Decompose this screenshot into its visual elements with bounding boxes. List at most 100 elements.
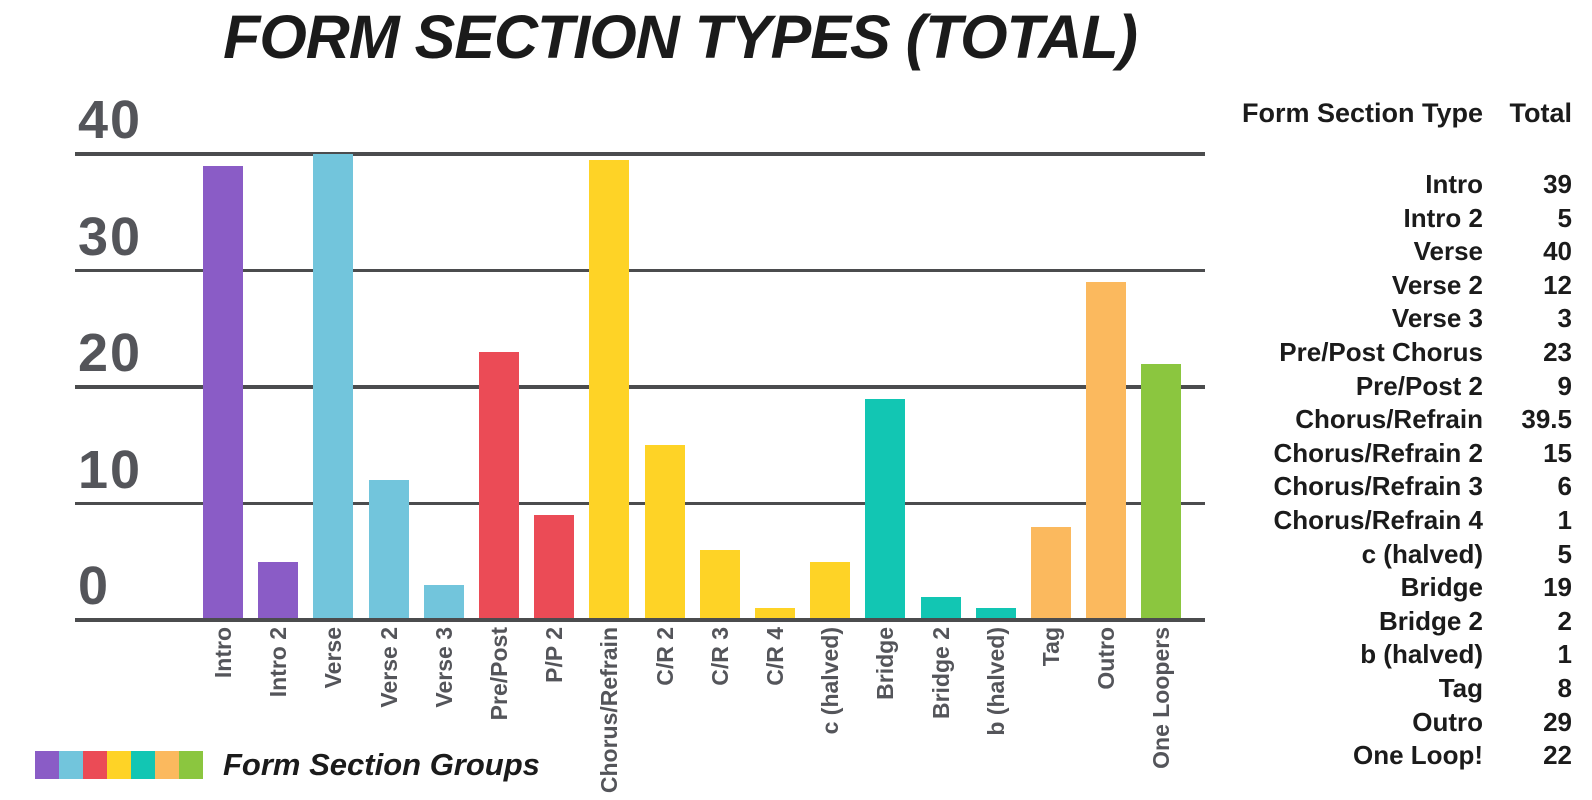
table-row-outro: Outro 29 (1210, 706, 1572, 740)
row-label: c (halved) (1361, 538, 1483, 569)
x-tick-label-intro-2: Intro 2 (265, 627, 292, 698)
gridline-30 (75, 268, 1205, 272)
x-tick-label-pre-post: Pre/Post (486, 627, 512, 721)
x-tick-label-intro: Intro (210, 627, 236, 679)
table-row-chorus-refrain-3: Chorus/Refrain 3 6 (1210, 470, 1573, 504)
y-tick-label-20: 20 (78, 323, 143, 383)
chart-title: FORM SECTION TYPES (TOTAL) (223, 3, 1138, 71)
table-row-pre-post-chorus: Pre/Post Chorus 23 (1210, 336, 1572, 370)
row-total: 22 (1543, 740, 1572, 771)
row-total: 6 (1557, 471, 1572, 502)
row-label: Pre/Post Chorus (1279, 336, 1483, 367)
row-total: 12 (1543, 269, 1572, 300)
y-tick-label-30: 30 (78, 206, 143, 267)
legend-swatch-7 (179, 751, 203, 779)
table-row-b-halved: b (halved) 1 (1210, 638, 1572, 672)
bar-c-r-4 (755, 608, 795, 620)
row-total: 8 (1557, 672, 1572, 703)
x-tick-label-tag: Tag (1038, 627, 1064, 667)
table-row-verse-2: Verse 2 12 (1210, 269, 1572, 303)
row-label: Chorus/Refrain (1295, 404, 1483, 435)
x-tick-label-verse-3: Verse 3 (430, 627, 457, 708)
legend-label: Form Section Groups (223, 747, 540, 782)
legend-swatch-2 (59, 751, 83, 779)
row-total: 39.5 (1521, 404, 1572, 435)
bar-verse-2 (368, 480, 409, 620)
x-tick-label-verse-2: Verse 2 (375, 627, 402, 708)
table-row-verse: Verse 40 (1210, 235, 1572, 269)
table-row-tag: Tag 8 (1210, 672, 1572, 706)
table-row-pre-post-2: Pre/Post 2 9 (1210, 370, 1572, 404)
x-tick-label-bridge: Bridge (872, 627, 899, 700)
row-total: 39 (1543, 169, 1572, 199)
bar-pre-post (479, 352, 519, 620)
bar-intro (203, 165, 243, 620)
table-row-intro-2: Intro 2 5 (1210, 202, 1572, 236)
bar-tag (1031, 526, 1071, 620)
bar-bridge-2 (920, 596, 961, 620)
row-total: 1 (1557, 639, 1572, 670)
row-label: Intro 2 (1403, 202, 1483, 233)
row-total: 23 (1543, 336, 1572, 367)
x-tick-label-c-r-2: C/R 2 (651, 627, 678, 686)
row-label: b (halved) (1360, 639, 1483, 670)
legend-swatch-3 (83, 751, 107, 779)
table-row-one-loop: One Loop! 22 (1210, 739, 1572, 773)
table-header: Form Section Type Total (1210, 96, 1572, 130)
bar-c-halved (810, 561, 851, 620)
legend-swatch-4 (107, 751, 131, 779)
y-tick-label-0: 0 (78, 556, 111, 616)
x-tick-label-c-r-3: C/R 3 (706, 627, 733, 686)
x-tick-label-bridge-2: Bridge 2 (927, 627, 954, 720)
bar-bridge (865, 398, 906, 620)
bar-one-loopers (1141, 363, 1182, 620)
row-label: Verse (1413, 236, 1483, 267)
row-label: Verse 3 (1391, 303, 1483, 334)
row-total: 1 (1557, 504, 1572, 535)
row-total: 5 (1557, 538, 1572, 569)
bar-b-halved (975, 608, 1016, 620)
bar-c-r-3 (699, 550, 740, 620)
row-label: Tag (1438, 672, 1483, 703)
x-tick-label-c-r-4: C/R 4 (762, 627, 788, 686)
row-total: 19 (1543, 572, 1572, 603)
x-tick-label-chorus-refrain: Chorus/Refrain (596, 627, 623, 794)
table-row-verse-3: Verse 3 3 (1210, 302, 1572, 336)
legend-swatch-5 (131, 751, 155, 779)
row-total: 15 (1543, 437, 1572, 468)
row-total: 3 (1557, 303, 1572, 334)
legend-swatch-6 (155, 751, 179, 779)
gridline-10 (75, 501, 1205, 505)
x-axis-line (75, 618, 1205, 622)
x-tick-label-outro: Outro (1093, 627, 1120, 690)
row-label: Intro (1425, 169, 1483, 199)
table-row-c-halved: c (halved) 5 (1210, 538, 1572, 572)
y-tick-label-10: 10 (78, 439, 143, 500)
row-label: One Loop! (1353, 740, 1483, 771)
gridline-40 (75, 152, 1205, 156)
legend-swatches (35, 751, 203, 779)
row-total: 5 (1557, 202, 1572, 233)
x-tick-label-p-p-2: P/P 2 (541, 627, 568, 683)
row-total: 2 (1557, 605, 1572, 636)
table-row-chorus-refrain-4: Chorus/Refrain 4 1 (1210, 504, 1573, 538)
gridline-20 (75, 385, 1205, 389)
bar-p-p-2 (534, 515, 575, 620)
x-tick-label-c-halved: c (halved) (817, 627, 844, 735)
table-row-bridge: Bridge 19 (1210, 571, 1572, 605)
table-row-chorus-refrain-2: Chorus/Refrain 2 15 (1210, 437, 1573, 471)
table-row-bridge-2: Bridge 2 2 (1210, 605, 1572, 639)
row-label: Pre/Post 2 (1355, 370, 1483, 401)
bar-verse-3 (423, 585, 464, 620)
x-tick-label-b-halved: b (halved) (982, 627, 1009, 736)
row-label: Chorus/Refrain 4 (1273, 504, 1484, 535)
bar-c-r-2 (644, 445, 685, 620)
legend-swatch-1 (35, 751, 59, 779)
row-label: Bridge 2 (1378, 605, 1483, 636)
row-label: Chorus/Refrain 3 (1273, 471, 1484, 502)
x-tick-label-verse: Verse (320, 627, 347, 689)
y-tick-label-40: 40 (78, 90, 143, 150)
